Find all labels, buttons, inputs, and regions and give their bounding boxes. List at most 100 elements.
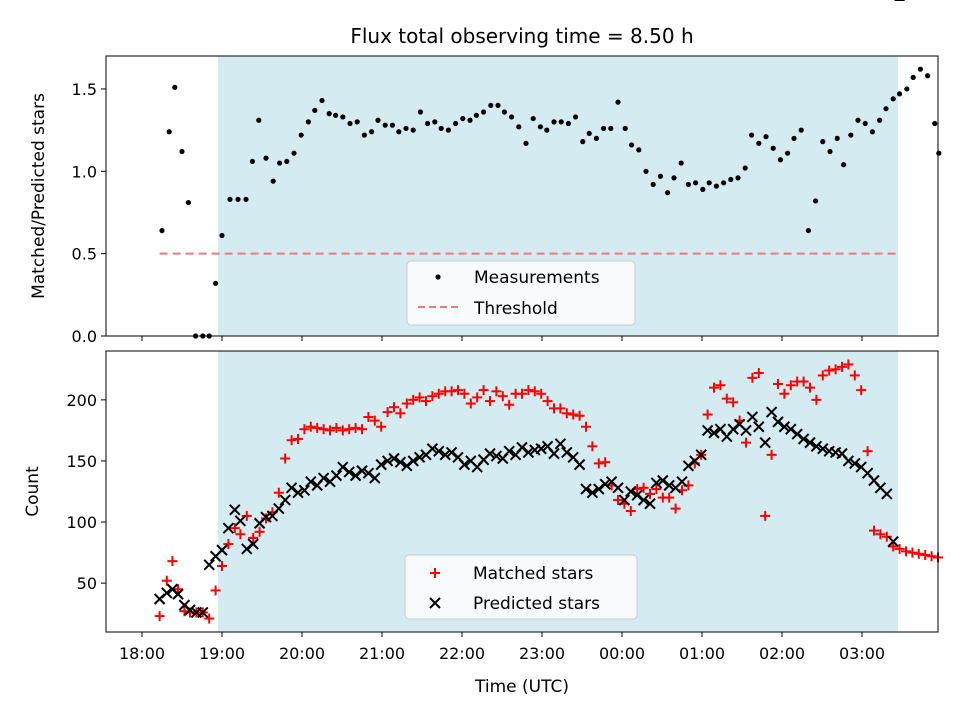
matched-star-point	[664, 492, 675, 503]
predicted-star-point	[785, 423, 797, 435]
measurement-point	[848, 132, 854, 138]
matched-star-point	[433, 388, 444, 399]
measurement-point	[312, 107, 318, 113]
measurement-point	[622, 125, 628, 132]
matched-star-point	[305, 421, 316, 432]
matched-star-point	[894, 543, 905, 554]
predicted-star-point	[586, 487, 599, 499]
predicted-star-point	[618, 494, 631, 506]
x-tick-label: 19:00	[199, 644, 245, 663]
measurement-point	[263, 155, 269, 161]
predicted-star-point	[554, 438, 567, 450]
measurement-point	[728, 176, 734, 183]
matched-star-point	[248, 532, 259, 543]
predicted-star-point	[343, 466, 355, 478]
measurement-point	[706, 180, 712, 186]
predicted-star-point	[349, 469, 362, 482]
measurement-point	[742, 165, 748, 171]
predicted-star-point	[759, 436, 771, 449]
predicted-star-point	[317, 472, 330, 484]
matched-star-point	[638, 482, 649, 493]
matched-star-point	[753, 367, 764, 378]
matched-star-point	[382, 407, 393, 418]
matched-star-point	[223, 539, 234, 550]
x-tick-label: 03:00	[839, 644, 885, 663]
measurement-point	[347, 120, 353, 127]
matched-star-point	[331, 422, 342, 433]
bottom-x-ticks: 18:00 19:00 20:00 21:00 22:00 23:00 00:00 01:00…	[119, 632, 885, 663]
predicted-star-point	[817, 443, 829, 455]
predicted-star-point	[161, 587, 173, 599]
matched-star-point	[625, 506, 636, 517]
measurement-point	[877, 117, 883, 123]
measurement-point	[537, 124, 544, 130]
measurement-point	[270, 178, 276, 184]
matched-star-point	[421, 396, 431, 407]
predicted-star-point	[413, 451, 426, 463]
predicted-star-point	[458, 458, 471, 471]
bottom-y-tick-label: 200	[66, 391, 97, 410]
predicted-star-point	[650, 477, 663, 489]
predicted-star-point	[657, 474, 669, 487]
measurement-point	[820, 139, 826, 145]
chart-title: Flux total observing time = 8.50 h	[350, 24, 693, 48]
bottom-y-tick-label: 150	[66, 452, 97, 471]
predicted-star-point	[631, 489, 643, 501]
matched-star-point	[529, 386, 540, 397]
matched-star-point	[395, 408, 406, 419]
predicted-star-point	[778, 421, 791, 433]
matched-star-point	[517, 388, 527, 399]
top-x-ticks	[141, 336, 863, 341]
legend-marker-measurements	[435, 274, 441, 280]
predicted-star-point	[234, 515, 247, 527]
matched-star-point	[779, 388, 790, 399]
measurement-point	[805, 227, 812, 234]
bottom-legend-box	[404, 554, 638, 620]
measurement-point	[841, 162, 847, 168]
matched-star-point	[888, 541, 899, 552]
measurement-point	[382, 122, 388, 128]
measurement-point	[643, 168, 649, 174]
matched-star-point	[843, 359, 854, 370]
predicted-star-point	[369, 472, 381, 484]
predicted-star-point	[222, 522, 235, 534]
measurement-point	[890, 96, 896, 102]
matched-star-point	[312, 422, 323, 433]
predicted-star-point	[381, 455, 394, 467]
bottom-panel: 50 100 150 200 18:00 19:00 20:00 21:00 22:00 23:…	[23, 0, 943, 697]
measurement-point	[256, 117, 262, 123]
matched-star-point	[613, 495, 623, 506]
measurement-point	[298, 132, 304, 138]
predicted-star-point	[593, 483, 605, 495]
predicted-star-point	[797, 433, 810, 445]
predicted-star-point	[184, 604, 196, 616]
matched-star-point	[465, 398, 476, 409]
matched-star-point	[593, 458, 604, 469]
matched-star-point	[702, 409, 713, 420]
measurement-point	[284, 158, 290, 165]
matched-star-point	[167, 556, 178, 567]
measurement-point	[685, 181, 692, 188]
measurement-point	[827, 148, 833, 155]
predicted-star-point	[337, 461, 349, 473]
x-tick-label: 23:00	[519, 644, 565, 663]
matched-star-point	[173, 584, 183, 595]
measurement-point	[917, 66, 924, 72]
measurement-point	[495, 102, 501, 109]
measurement-point	[693, 180, 699, 186]
top-y-axis-label: Matched/Predicted stars	[29, 93, 49, 299]
bottom-axes-frame	[105, 350, 939, 633]
predicted-star-point	[599, 478, 611, 490]
measurement-point	[925, 73, 931, 79]
predicted-star-point	[573, 458, 586, 471]
matched-star-point	[389, 402, 399, 413]
measurement-point	[721, 180, 727, 186]
matched-star-point	[376, 421, 387, 432]
predicted-star-point	[285, 482, 298, 494]
top-y-tick-label: 1.0	[72, 162, 97, 181]
measurement-point	[453, 120, 459, 127]
matched-star-point	[773, 378, 783, 389]
matched-star-point	[869, 525, 879, 536]
measurement-point	[523, 140, 529, 146]
matched-star-point	[555, 403, 566, 414]
